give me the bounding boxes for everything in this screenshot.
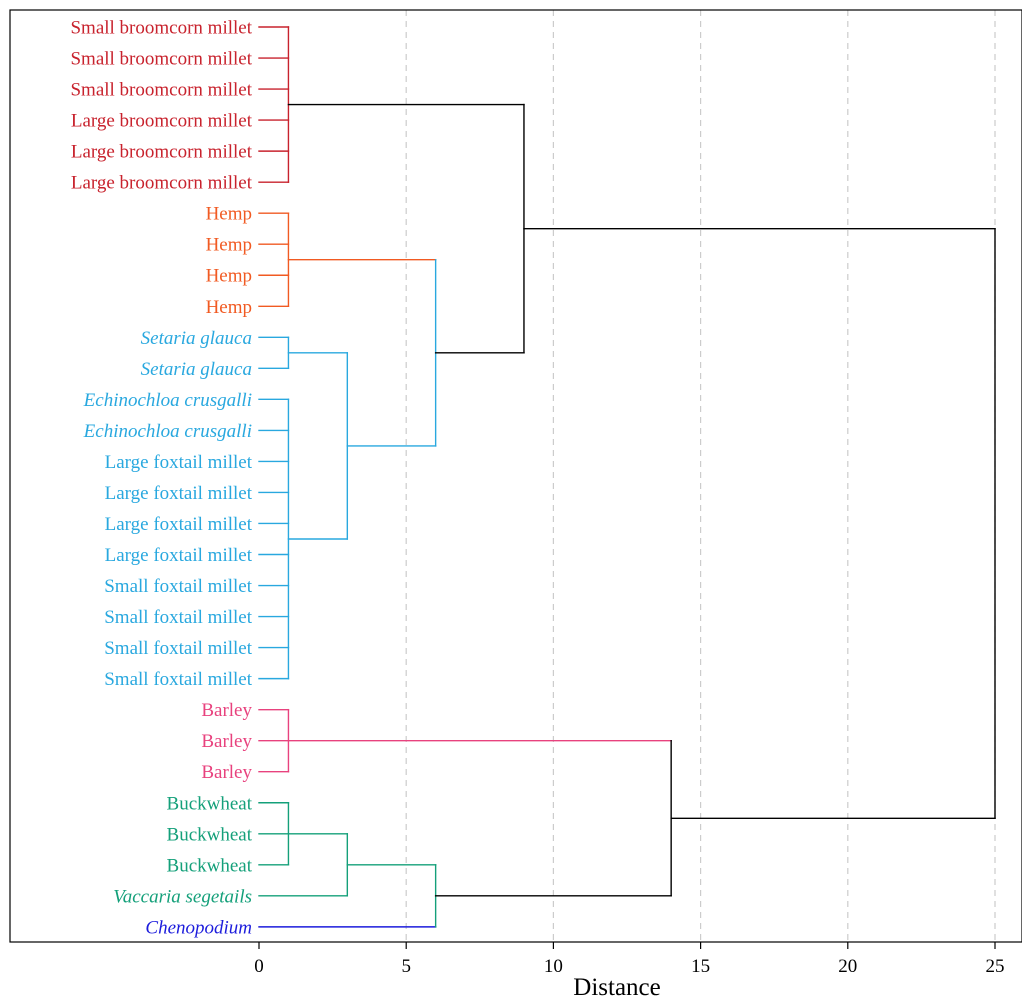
- leaf-label: Echinochloa crusgalli: [83, 390, 252, 411]
- leaf-label: Buckwheat: [167, 824, 253, 845]
- leaf-label: Hemp: [206, 235, 252, 256]
- leaf-label: Large broomcorn millet: [71, 173, 253, 194]
- leaf-label: Barley: [201, 731, 252, 752]
- leaf-label: Large broomcorn millet: [71, 111, 253, 132]
- x-tick-label: 25: [986, 956, 1005, 977]
- leaf-label: Large foxtail millet: [105, 483, 253, 504]
- leaf-label: Barley: [201, 700, 252, 721]
- leaf-label: Small foxtail millet: [104, 638, 252, 659]
- leaf-label: Buckwheat: [167, 793, 253, 814]
- leaf-label: Small foxtail millet: [104, 607, 252, 628]
- leaf-label: Large foxtail millet: [105, 545, 253, 566]
- leaf-label: Chenopodium: [145, 917, 252, 938]
- x-tick-label: 5: [401, 956, 411, 977]
- leaf-label: Setaria glauca: [141, 359, 252, 380]
- leaf-label: Large broomcorn millet: [71, 142, 253, 163]
- leaf-label: Setaria glauca: [141, 328, 252, 349]
- leaf-label: Small foxtail millet: [104, 669, 252, 690]
- leaf-label: Barley: [201, 762, 252, 783]
- x-axis-ticks: 0 5 10 15 20 25: [254, 942, 1005, 977]
- leaf-label: Small broomcorn millet: [70, 80, 252, 101]
- leaf-label: Echinochloa crusgalli: [83, 421, 252, 442]
- leaf-label: Large foxtail millet: [105, 514, 253, 535]
- leaf-labels: Small broomcorn millet Small broomcorn mi…: [70, 18, 252, 939]
- leaf-label: Large foxtail millet: [105, 452, 253, 473]
- grid-lines: [405, 10, 996, 942]
- x-tick-label: 0: [254, 956, 264, 977]
- leaf-label: Small foxtail millet: [104, 576, 252, 597]
- x-tick-label: 10: [544, 956, 563, 977]
- leaf-label: Hemp: [206, 266, 252, 287]
- leaf-label: Hemp: [206, 204, 252, 225]
- leaf-label: Hemp: [206, 297, 252, 318]
- leaf-label: Buckwheat: [167, 855, 253, 876]
- dendrogram-links: [258, 26, 996, 928]
- x-tick-label: 20: [838, 956, 857, 977]
- leaf-label: Vaccaria segetails: [113, 886, 252, 907]
- plot-frame: [9, 9, 1022, 943]
- leaf-label: Small broomcorn millet: [70, 18, 252, 39]
- leaf-label: Small broomcorn millet: [70, 49, 252, 70]
- x-axis-title: Distance: [573, 974, 660, 1001]
- x-tick-label: 15: [691, 956, 710, 977]
